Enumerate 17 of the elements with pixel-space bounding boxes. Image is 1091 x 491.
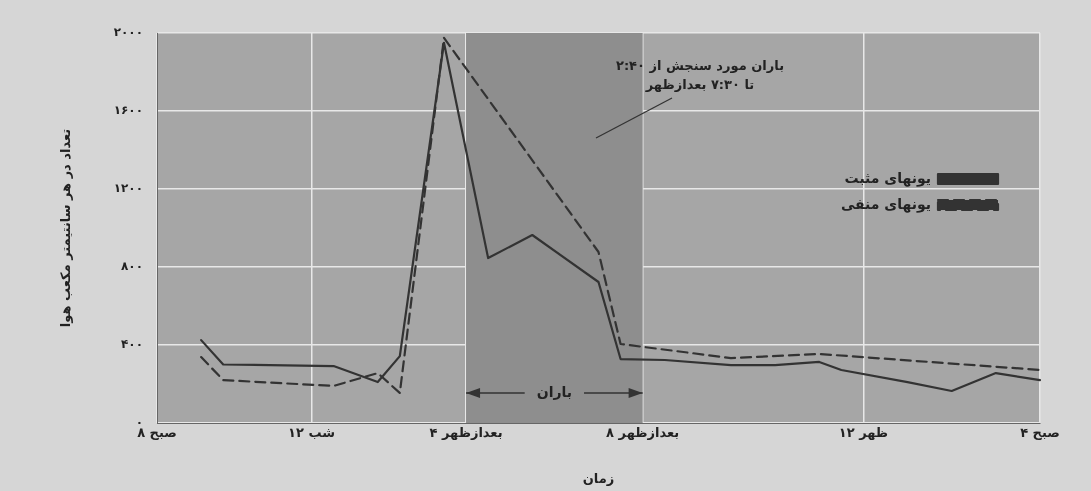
y-tick-label: ۲۰۰۰ [113, 25, 143, 40]
x-tick-label: ۱۲ شب [288, 425, 335, 441]
x-axis-title: زمان [582, 470, 615, 486]
band-label: باران [536, 383, 573, 400]
y-tick-label: ۴۰۰ [121, 337, 143, 352]
legend-label: یونهای مثبت [844, 169, 931, 187]
y-tick-label: ۱۲۰۰ [113, 181, 143, 196]
y-axis-title: تعداد در هر سانتیمتر مکعب هوا [58, 128, 74, 328]
x-tick-label: ۸ صبح [137, 425, 177, 441]
y-tick-label: ۸۰۰ [121, 259, 143, 274]
legend-label: یونهای منفی [840, 195, 931, 213]
x-tick-label: ۴ صبح [1020, 425, 1060, 441]
x-tick-label: ۱۲ ظهر [838, 425, 889, 441]
annotation: باران مورد سنجش از ۲:۴۰ تا ۷:۳۰ بعدازظهر [614, 57, 786, 94]
x-tick-label: ۴ بعدازظهر [429, 425, 503, 441]
x-tick-label: ۸ بعدازظهر [606, 425, 680, 441]
y-tick-label: ۱۶۰۰ [113, 103, 143, 118]
